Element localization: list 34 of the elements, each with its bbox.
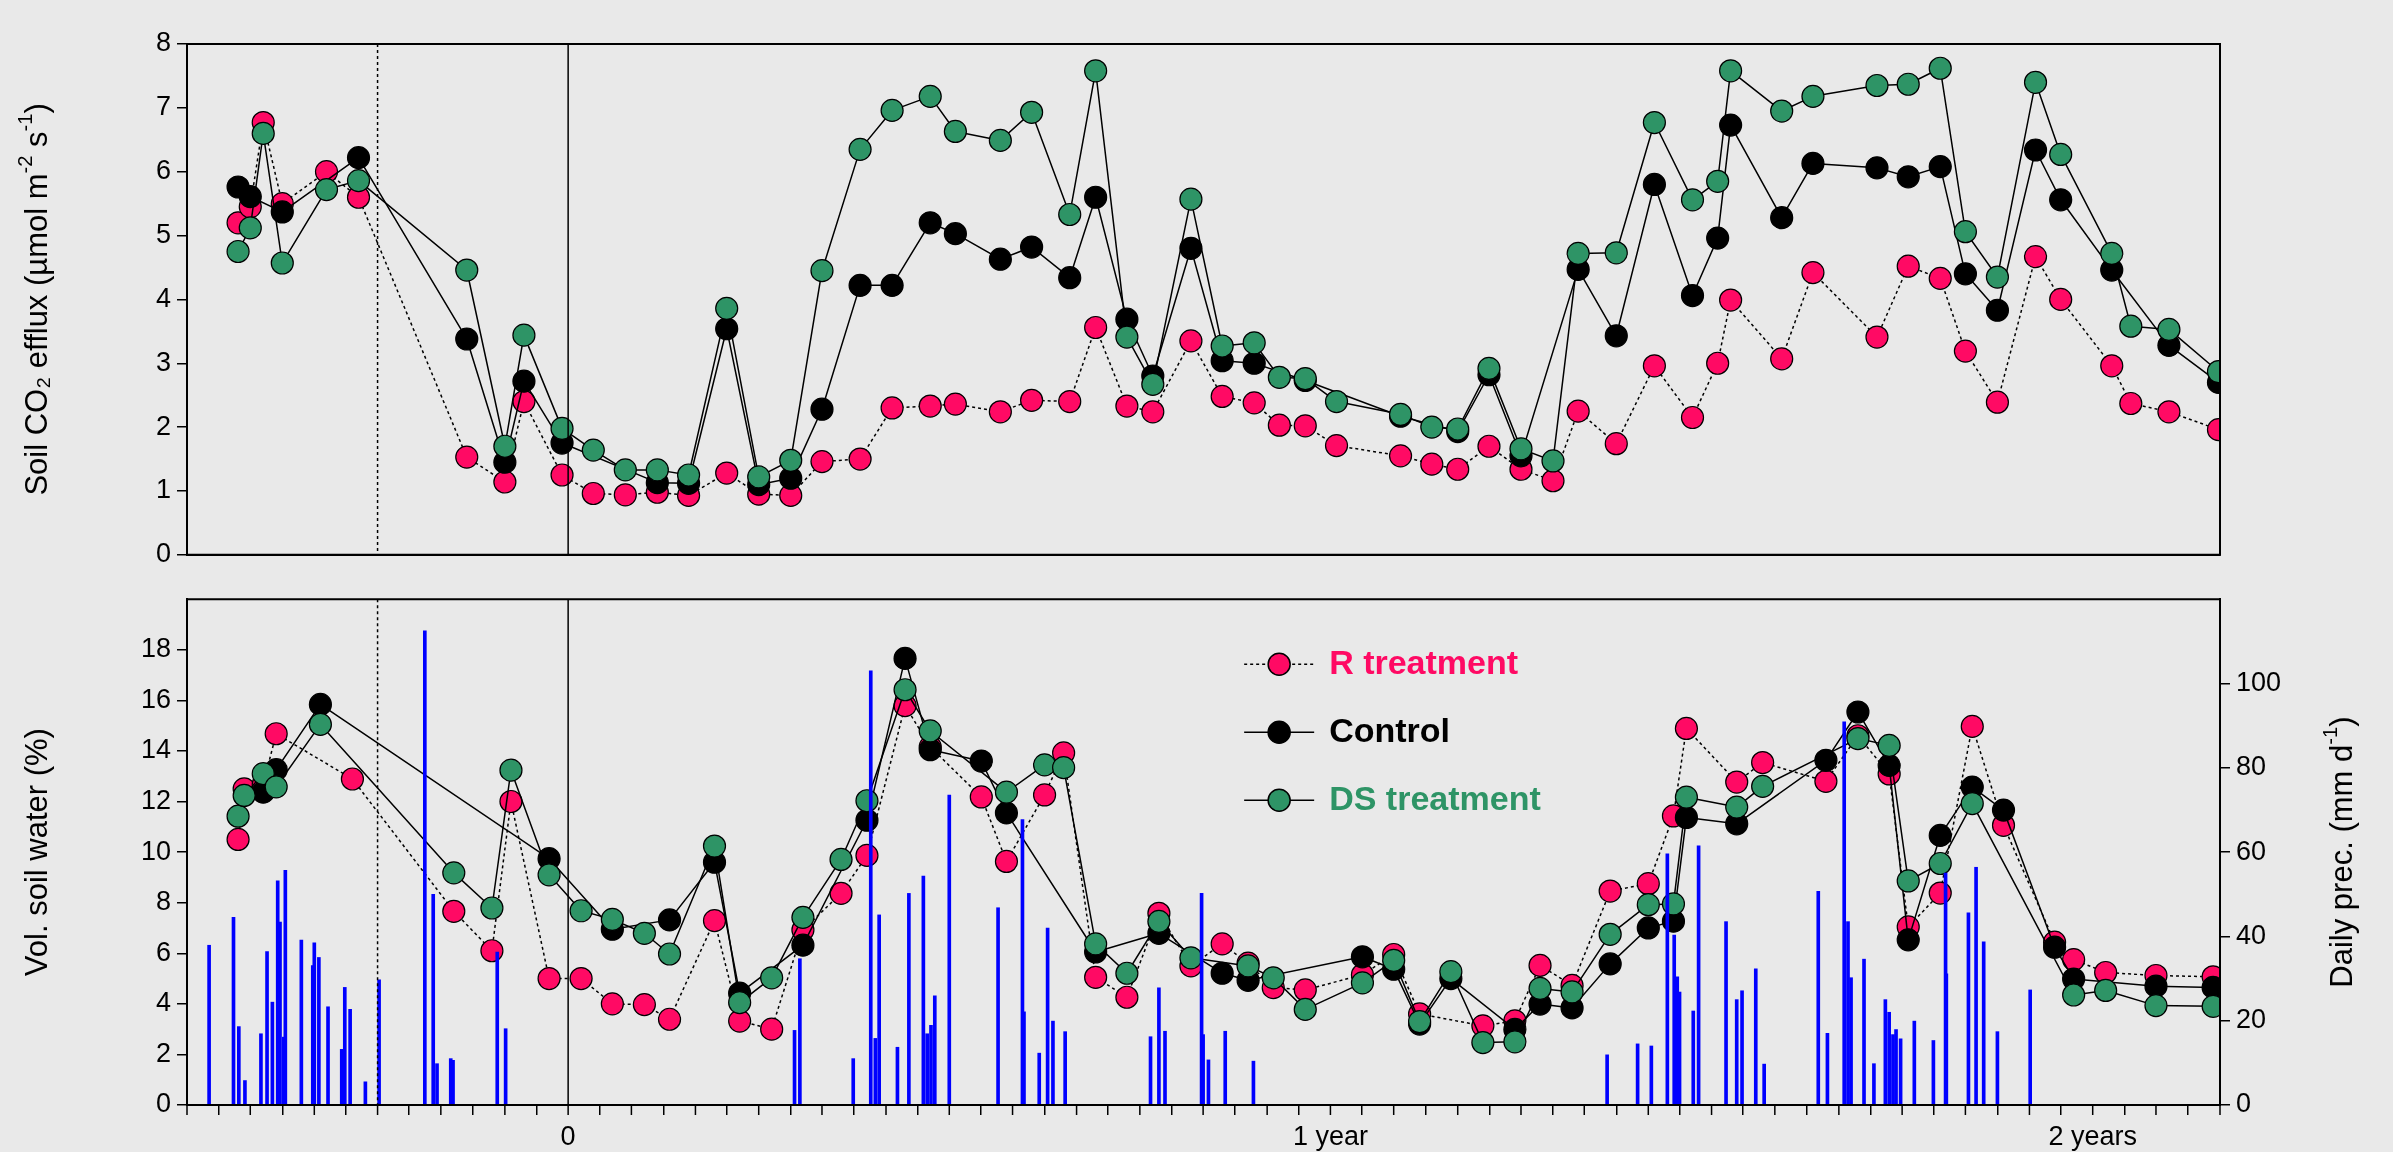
- y-tick-label: 18: [140, 633, 171, 664]
- y-tick-label: 2: [155, 1037, 171, 1068]
- y2-tick-label: 100: [2236, 666, 2282, 697]
- y2-tick-label: 20: [2236, 1004, 2267, 1035]
- y-tick-label: 16: [140, 683, 171, 714]
- y-tick-label: 14: [140, 734, 171, 765]
- y-tick-label: 2: [155, 410, 171, 441]
- y2-tick-label: 60: [2236, 835, 2267, 866]
- y-tick-label: 4: [155, 282, 171, 313]
- y-tick-label: 4: [155, 987, 171, 1018]
- y-axis-title: Vol. soil water (%): [18, 728, 54, 977]
- y2-axis-title: Daily prec. (mm d-1): [2318, 716, 2359, 988]
- x-tick-label: 2 years: [2048, 1120, 2137, 1151]
- y-tick-label: 0: [155, 538, 171, 569]
- legend-label: R treatment: [1329, 642, 1519, 681]
- y-tick-label: 12: [140, 784, 171, 815]
- legend-label: Control: [1329, 710, 1451, 749]
- x-tick-label: 1 year: [1292, 1120, 1368, 1151]
- y-tick-label: 10: [140, 835, 171, 866]
- y2-tick-label: 80: [2236, 751, 2267, 782]
- y-tick-label: 8: [155, 27, 171, 58]
- y-tick-label: 8: [155, 886, 171, 917]
- y-tick-label: 0: [155, 1088, 171, 1119]
- y-tick-label: 6: [155, 936, 171, 967]
- legend-label: DS treatment: [1329, 778, 1541, 817]
- y-tick-label: 1: [155, 474, 171, 505]
- y-tick-label: 5: [155, 219, 171, 249]
- y-tick-label: 7: [155, 91, 171, 122]
- y-tick-label: 3: [155, 346, 171, 377]
- x-tick-label: 0: [560, 1120, 576, 1151]
- y2-tick-label: 40: [2236, 919, 2267, 950]
- y2-tick-label: 0: [2236, 1088, 2252, 1119]
- y-axis-title: Soil CO₂ efflux (µmol m-2 s-1): [13, 103, 54, 496]
- y-tick-label: 6: [155, 155, 171, 186]
